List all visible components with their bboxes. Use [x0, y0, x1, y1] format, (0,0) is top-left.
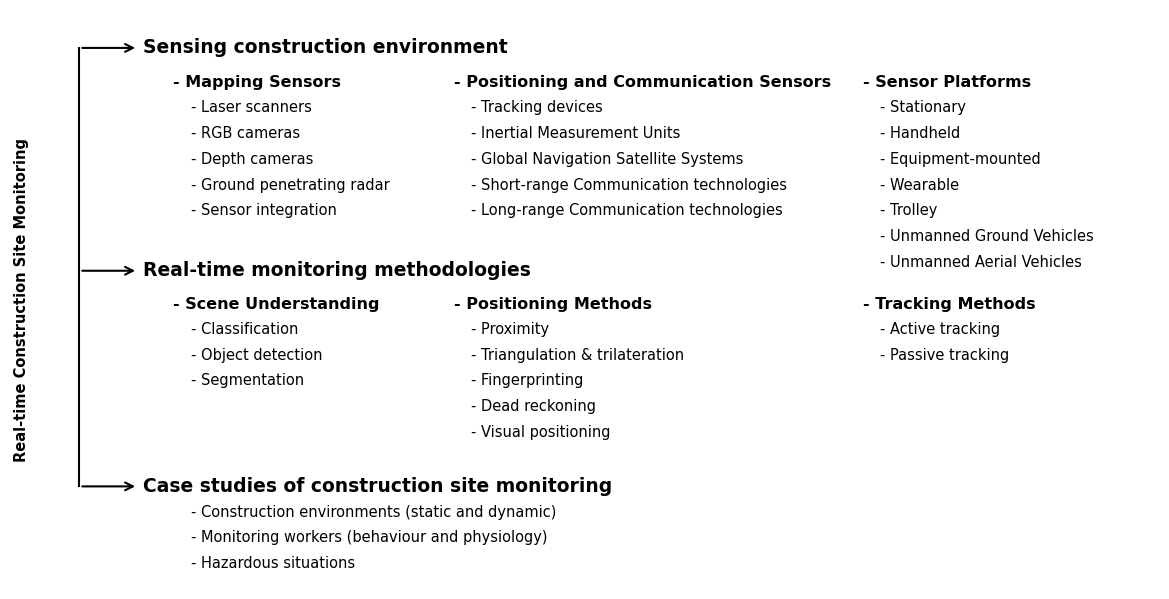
Text: - Wearable: - Wearable [880, 177, 960, 193]
Text: - Active tracking: - Active tracking [880, 322, 1001, 337]
Text: - Depth cameras: - Depth cameras [191, 152, 313, 167]
Text: - Proximity: - Proximity [471, 322, 549, 337]
Text: - Sensor Platforms: - Sensor Platforms [863, 75, 1031, 90]
Text: - Object detection: - Object detection [191, 347, 321, 363]
Text: Real-time Construction Site Monitoring: Real-time Construction Site Monitoring [14, 138, 28, 461]
Text: - Stationary: - Stationary [880, 100, 967, 116]
Text: - Construction environments (static and dynamic): - Construction environments (static and … [191, 504, 556, 520]
Text: - Visual positioning: - Visual positioning [471, 425, 610, 440]
Text: - Long-range Communication technologies: - Long-range Communication technologies [471, 203, 783, 219]
Text: Sensing construction environment: Sensing construction environment [143, 38, 507, 58]
Text: - Unmanned Aerial Vehicles: - Unmanned Aerial Vehicles [880, 255, 1082, 270]
Text: - Hazardous situations: - Hazardous situations [191, 556, 354, 571]
Text: - RGB cameras: - RGB cameras [191, 126, 299, 141]
Text: - Sensor integration: - Sensor integration [191, 203, 337, 219]
Text: Real-time monitoring methodologies: Real-time monitoring methodologies [143, 261, 531, 280]
Text: - Inertial Measurement Units: - Inertial Measurement Units [471, 126, 680, 141]
Text: - Unmanned Ground Vehicles: - Unmanned Ground Vehicles [880, 229, 1094, 244]
Text: - Laser scanners: - Laser scanners [191, 100, 311, 116]
Text: - Fingerprinting: - Fingerprinting [471, 373, 583, 389]
Text: - Positioning and Communication Sensors: - Positioning and Communication Sensors [454, 75, 831, 90]
Text: - Triangulation & trilateration: - Triangulation & trilateration [471, 347, 684, 363]
Text: - Global Navigation Satellite Systems: - Global Navigation Satellite Systems [471, 152, 743, 167]
Text: - Trolley: - Trolley [880, 203, 938, 219]
Text: - Positioning Methods: - Positioning Methods [454, 297, 651, 312]
Text: - Handheld: - Handheld [880, 126, 961, 141]
Text: - Mapping Sensors: - Mapping Sensors [173, 75, 341, 90]
Text: - Scene Understanding: - Scene Understanding [173, 297, 380, 312]
Text: - Classification: - Classification [191, 322, 298, 337]
Text: - Dead reckoning: - Dead reckoning [471, 399, 596, 415]
Text: - Equipment-mounted: - Equipment-mounted [880, 152, 1042, 167]
Text: - Tracking devices: - Tracking devices [471, 100, 603, 116]
Text: - Tracking Methods: - Tracking Methods [863, 297, 1036, 312]
Text: - Passive tracking: - Passive tracking [880, 347, 1010, 363]
Text: - Segmentation: - Segmentation [191, 373, 304, 389]
Text: - Monitoring workers (behaviour and physiology): - Monitoring workers (behaviour and phys… [191, 530, 547, 546]
Text: - Ground penetrating radar: - Ground penetrating radar [191, 177, 389, 193]
Text: - Short-range Communication technologies: - Short-range Communication technologies [471, 177, 787, 193]
Text: Case studies of construction site monitoring: Case studies of construction site monito… [143, 477, 611, 496]
